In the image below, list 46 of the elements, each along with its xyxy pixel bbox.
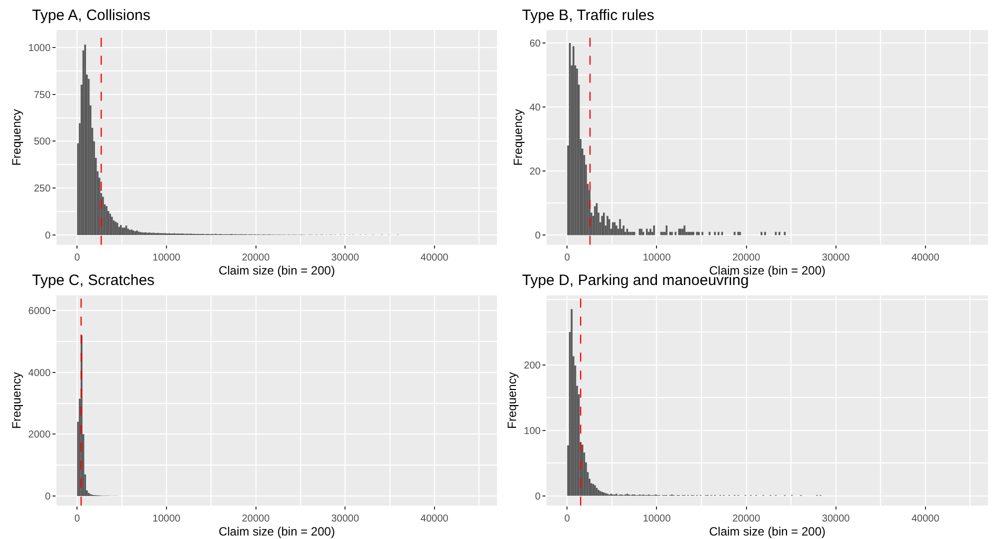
x-tick-label: 30000 <box>331 514 360 525</box>
x-tick-label: 20000 <box>242 252 270 264</box>
x-axis-title: Claim size (bin = 200) <box>218 264 335 278</box>
x-tick-label: 20000 <box>732 514 761 525</box>
y-tick-label: 1000 <box>28 42 51 54</box>
x-axis-title: Claim size (bin = 200) <box>709 524 826 539</box>
x-tick-label: 10000 <box>152 252 181 264</box>
y-tick-label: 40 <box>529 102 542 114</box>
x-tick-label: 30000 <box>331 252 360 264</box>
x-tick-label: 40000 <box>420 514 449 525</box>
y-axis-title: Frequency <box>10 372 24 429</box>
x-axis-title: Claim size (bin = 200) <box>218 524 335 539</box>
x-tick-label: 0 <box>74 514 80 525</box>
x-tick-label: 40000 <box>420 252 449 264</box>
x-tick-label: 30000 <box>822 252 850 264</box>
chart-title: Type C, Scratches <box>32 272 155 289</box>
y-tick-label: 2000 <box>28 430 51 441</box>
y-tick-label: 500 <box>34 136 51 148</box>
x-tick-label: 0 <box>564 514 570 525</box>
y-tick-label: 0 <box>535 491 542 502</box>
y-tick-label: 4000 <box>28 368 51 379</box>
y-tick-label: 200 <box>524 360 542 372</box>
x-tick-label: 40000 <box>911 514 940 525</box>
y-tick-label: 100 <box>524 426 542 437</box>
y-tick-label: 20 <box>529 166 542 178</box>
y-tick-label: 750 <box>34 90 51 101</box>
y-tick-label: 0 <box>44 230 51 242</box>
x-tick-label: 20000 <box>732 252 761 264</box>
y-tick-label: 6000 <box>28 306 51 318</box>
y-tick-label: 60 <box>529 38 542 50</box>
x-tick-label: 30000 <box>822 514 850 525</box>
y-axis-title: Frequency <box>510 109 525 166</box>
x-tick-label: 20000 <box>242 514 270 525</box>
x-tick-label: 10000 <box>642 252 672 264</box>
x-tick-label: 0 <box>74 252 80 264</box>
y-tick-label: 0 <box>44 492 51 502</box>
y-tick-label: 250 <box>34 184 51 195</box>
chart-title: Type A, Collisions <box>32 7 150 24</box>
x-tick-label: 10000 <box>152 514 181 525</box>
y-tick-label: 0 <box>535 230 542 242</box>
x-tick-label: 0 <box>564 252 570 264</box>
x-tick-label: 40000 <box>911 252 940 264</box>
y-axis-title: Frequency <box>505 372 520 429</box>
x-tick-label: 10000 <box>642 514 672 525</box>
y-axis-title: Frequency <box>10 109 24 166</box>
chart-title: Type B, Traffic rules <box>522 7 654 24</box>
